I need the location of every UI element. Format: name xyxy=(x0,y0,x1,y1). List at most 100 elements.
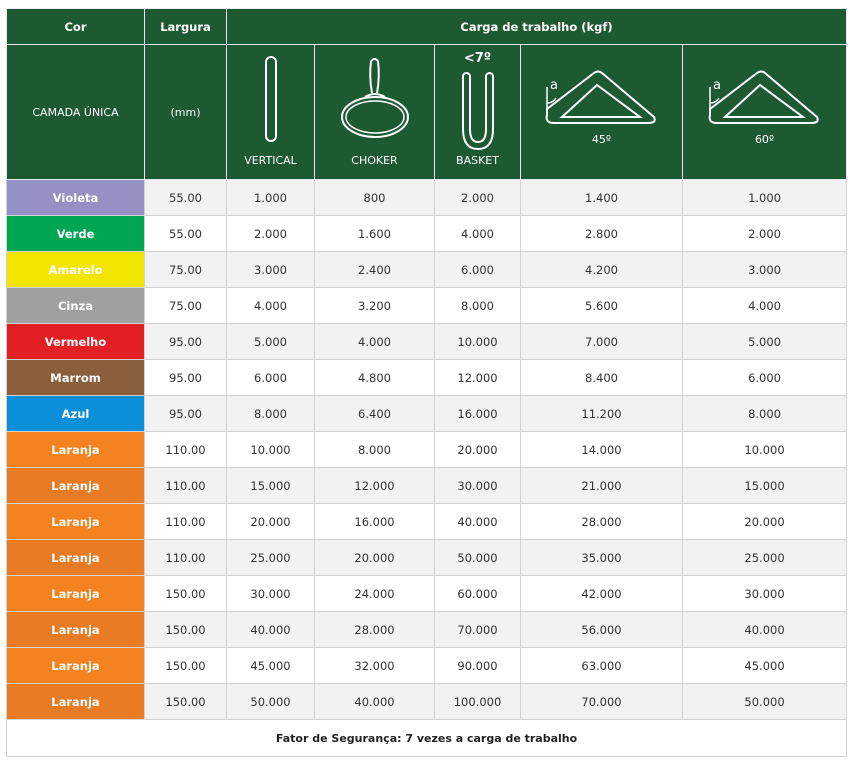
largura-cell: 110.00 xyxy=(144,539,227,576)
table-row: Laranja 110.00 25.000 20.000 50.000 35.000 25.… xyxy=(6,539,848,576)
table-row: Laranja 150.00 40.000 28.000 70.000 56.000 40.… xyxy=(6,611,848,648)
color-cell: Violeta xyxy=(6,179,145,216)
table-row: Vermelho 95.00 5.000 4.000 10.000 7.000 5.000 xyxy=(6,323,848,360)
basket-cell: 20.000 xyxy=(434,431,521,468)
largura-cell: 95.00 xyxy=(144,323,227,360)
a60-cell: 40.000 xyxy=(681,611,848,648)
vertical-cell: 5.000 xyxy=(226,323,315,360)
a60-cell: 5.000 xyxy=(681,323,848,360)
color-cell: Laranja xyxy=(6,503,145,540)
unit-text: (mm) xyxy=(170,105,201,119)
a60-cell: 10.000 xyxy=(681,431,848,468)
largura-cell: 110.00 xyxy=(144,503,227,540)
angle60-label: 60º xyxy=(754,133,775,146)
a45-cell: 56.000 xyxy=(520,611,683,648)
angle60-header: a 60º xyxy=(681,44,848,180)
angle45-sling-icon: a xyxy=(521,55,682,150)
vertical-cell: 3.000 xyxy=(226,251,315,288)
a45-cell: 63.000 xyxy=(520,647,683,684)
vertical-cell: 2.000 xyxy=(226,215,315,252)
load-table-container: Cor Largura Carga de trabalho (kgf) CAMA… xyxy=(5,8,848,757)
a60-cell: 4.000 xyxy=(681,287,848,324)
col-header-largura: Largura xyxy=(144,8,227,45)
largura-cell: 110.00 xyxy=(144,431,227,468)
col-header-carga: Carga de trabalho (kgf) xyxy=(225,8,848,45)
footer-row: Fator de Segurança: 7 vezes a carga de t… xyxy=(5,719,848,757)
a45-cell: 1.400 xyxy=(520,179,683,216)
vertical-cell: 10.000 xyxy=(226,431,315,468)
vertical-label: VERTICAL xyxy=(244,154,297,167)
a60-cell: 50.000 xyxy=(681,683,848,720)
color-cell: Laranja xyxy=(6,539,145,576)
color-cell: Laranja xyxy=(6,611,145,648)
color-cell: Laranja xyxy=(6,467,145,504)
table-row: Cinza 75.00 4.000 3.200 8.000 5.600 4.000 xyxy=(6,287,848,324)
choker-cell: 32.000 xyxy=(314,647,435,684)
choker-cell: 6.400 xyxy=(314,395,435,432)
basket-cell: 8.000 xyxy=(434,287,521,324)
table-row: Laranja 150.00 50.000 40.000 100.000 70.000 50… xyxy=(6,683,848,720)
safety-factor-note: Fator de Segurança: 7 vezes a carga de t… xyxy=(5,719,848,757)
vertical-cell: 8.000 xyxy=(226,395,315,432)
largura-cell: 150.00 xyxy=(144,683,227,720)
angle60-a-label: a xyxy=(713,78,721,93)
color-cell: Amarelo xyxy=(6,251,145,288)
basket-sling-icon: <7º xyxy=(435,51,520,151)
basket-cell: 100.000 xyxy=(434,683,521,720)
basket-label: BASKET xyxy=(456,154,499,167)
basket-cell: 6.000 xyxy=(434,251,521,288)
basket-header: <7º BASKET xyxy=(434,44,521,180)
choker-cell: 2.400 xyxy=(314,251,435,288)
largura-cell: 75.00 xyxy=(144,287,227,324)
vertical-cell: 1.000 xyxy=(226,179,315,216)
choker-cell: 3.200 xyxy=(314,287,435,324)
table-body: Violeta 55.00 1.000 800 2.000 1.400 1.000 Verde… xyxy=(6,179,848,720)
basket-cell: 40.000 xyxy=(434,503,521,540)
largura-cell: 75.00 xyxy=(144,251,227,288)
basket-cell: 4.000 xyxy=(434,215,521,252)
choker-cell: 24.000 xyxy=(314,575,435,612)
choker-cell: 40.000 xyxy=(314,683,435,720)
color-cell: Azul xyxy=(6,395,145,432)
table-row: Amarelo 75.00 3.000 2.400 6.000 4.200 3.000 xyxy=(6,251,848,288)
largura-cell: 150.00 xyxy=(144,575,227,612)
basket-cell: 2.000 xyxy=(434,179,521,216)
a45-cell: 11.200 xyxy=(520,395,683,432)
unit-label: (mm) xyxy=(144,44,227,180)
camada-unica-text: CAMADA ÚNICA xyxy=(32,105,119,119)
basket-cell: 30.000 xyxy=(434,467,521,504)
basket-cell: 16.000 xyxy=(434,395,521,432)
a60-cell: 6.000 xyxy=(681,359,848,396)
color-cell: Vermelho xyxy=(6,323,145,360)
vertical-cell: 15.000 xyxy=(226,467,315,504)
largura-cell: 55.00 xyxy=(144,179,227,216)
vertical-cell: 45.000 xyxy=(226,647,315,684)
largura-cell: 150.00 xyxy=(144,647,227,684)
choker-cell: 800 xyxy=(314,179,435,216)
angle45-a-label: a xyxy=(550,78,558,93)
basket-cell: 70.000 xyxy=(434,611,521,648)
table-row: Violeta 55.00 1.000 800 2.000 1.400 1.000 xyxy=(6,179,848,216)
a45-cell: 42.000 xyxy=(520,575,683,612)
basket-cell: 60.000 xyxy=(434,575,521,612)
table-row: Laranja 110.00 20.000 16.000 40.000 28.000 20.… xyxy=(6,503,848,540)
basket-cell: 10.000 xyxy=(434,323,521,360)
basket-cell: 12.000 xyxy=(434,359,521,396)
color-cell: Cinza xyxy=(6,287,145,324)
choker-cell: 28.000 xyxy=(314,611,435,648)
vertical-cell: 20.000 xyxy=(226,503,315,540)
color-cell: Laranja xyxy=(6,575,145,612)
a45-cell: 28.000 xyxy=(520,503,683,540)
camada-unica-label: CAMADA ÚNICA xyxy=(6,44,145,180)
a60-cell: 2.000 xyxy=(681,215,848,252)
choker-cell: 20.000 xyxy=(314,539,435,576)
choker-cell: 1.600 xyxy=(314,215,435,252)
vertical-cell: 30.000 xyxy=(226,575,315,612)
a60-cell: 45.000 xyxy=(681,647,848,684)
table-row: Laranja 110.00 10.000 8.000 20.000 14.000 10.0… xyxy=(6,431,848,468)
a60-cell: 20.000 xyxy=(681,503,848,540)
table-row: Laranja 150.00 30.000 24.000 60.000 42.000 30.… xyxy=(6,575,848,612)
a45-cell: 5.600 xyxy=(520,287,683,324)
a45-cell: 21.000 xyxy=(520,467,683,504)
a60-cell: 30.000 xyxy=(681,575,848,612)
